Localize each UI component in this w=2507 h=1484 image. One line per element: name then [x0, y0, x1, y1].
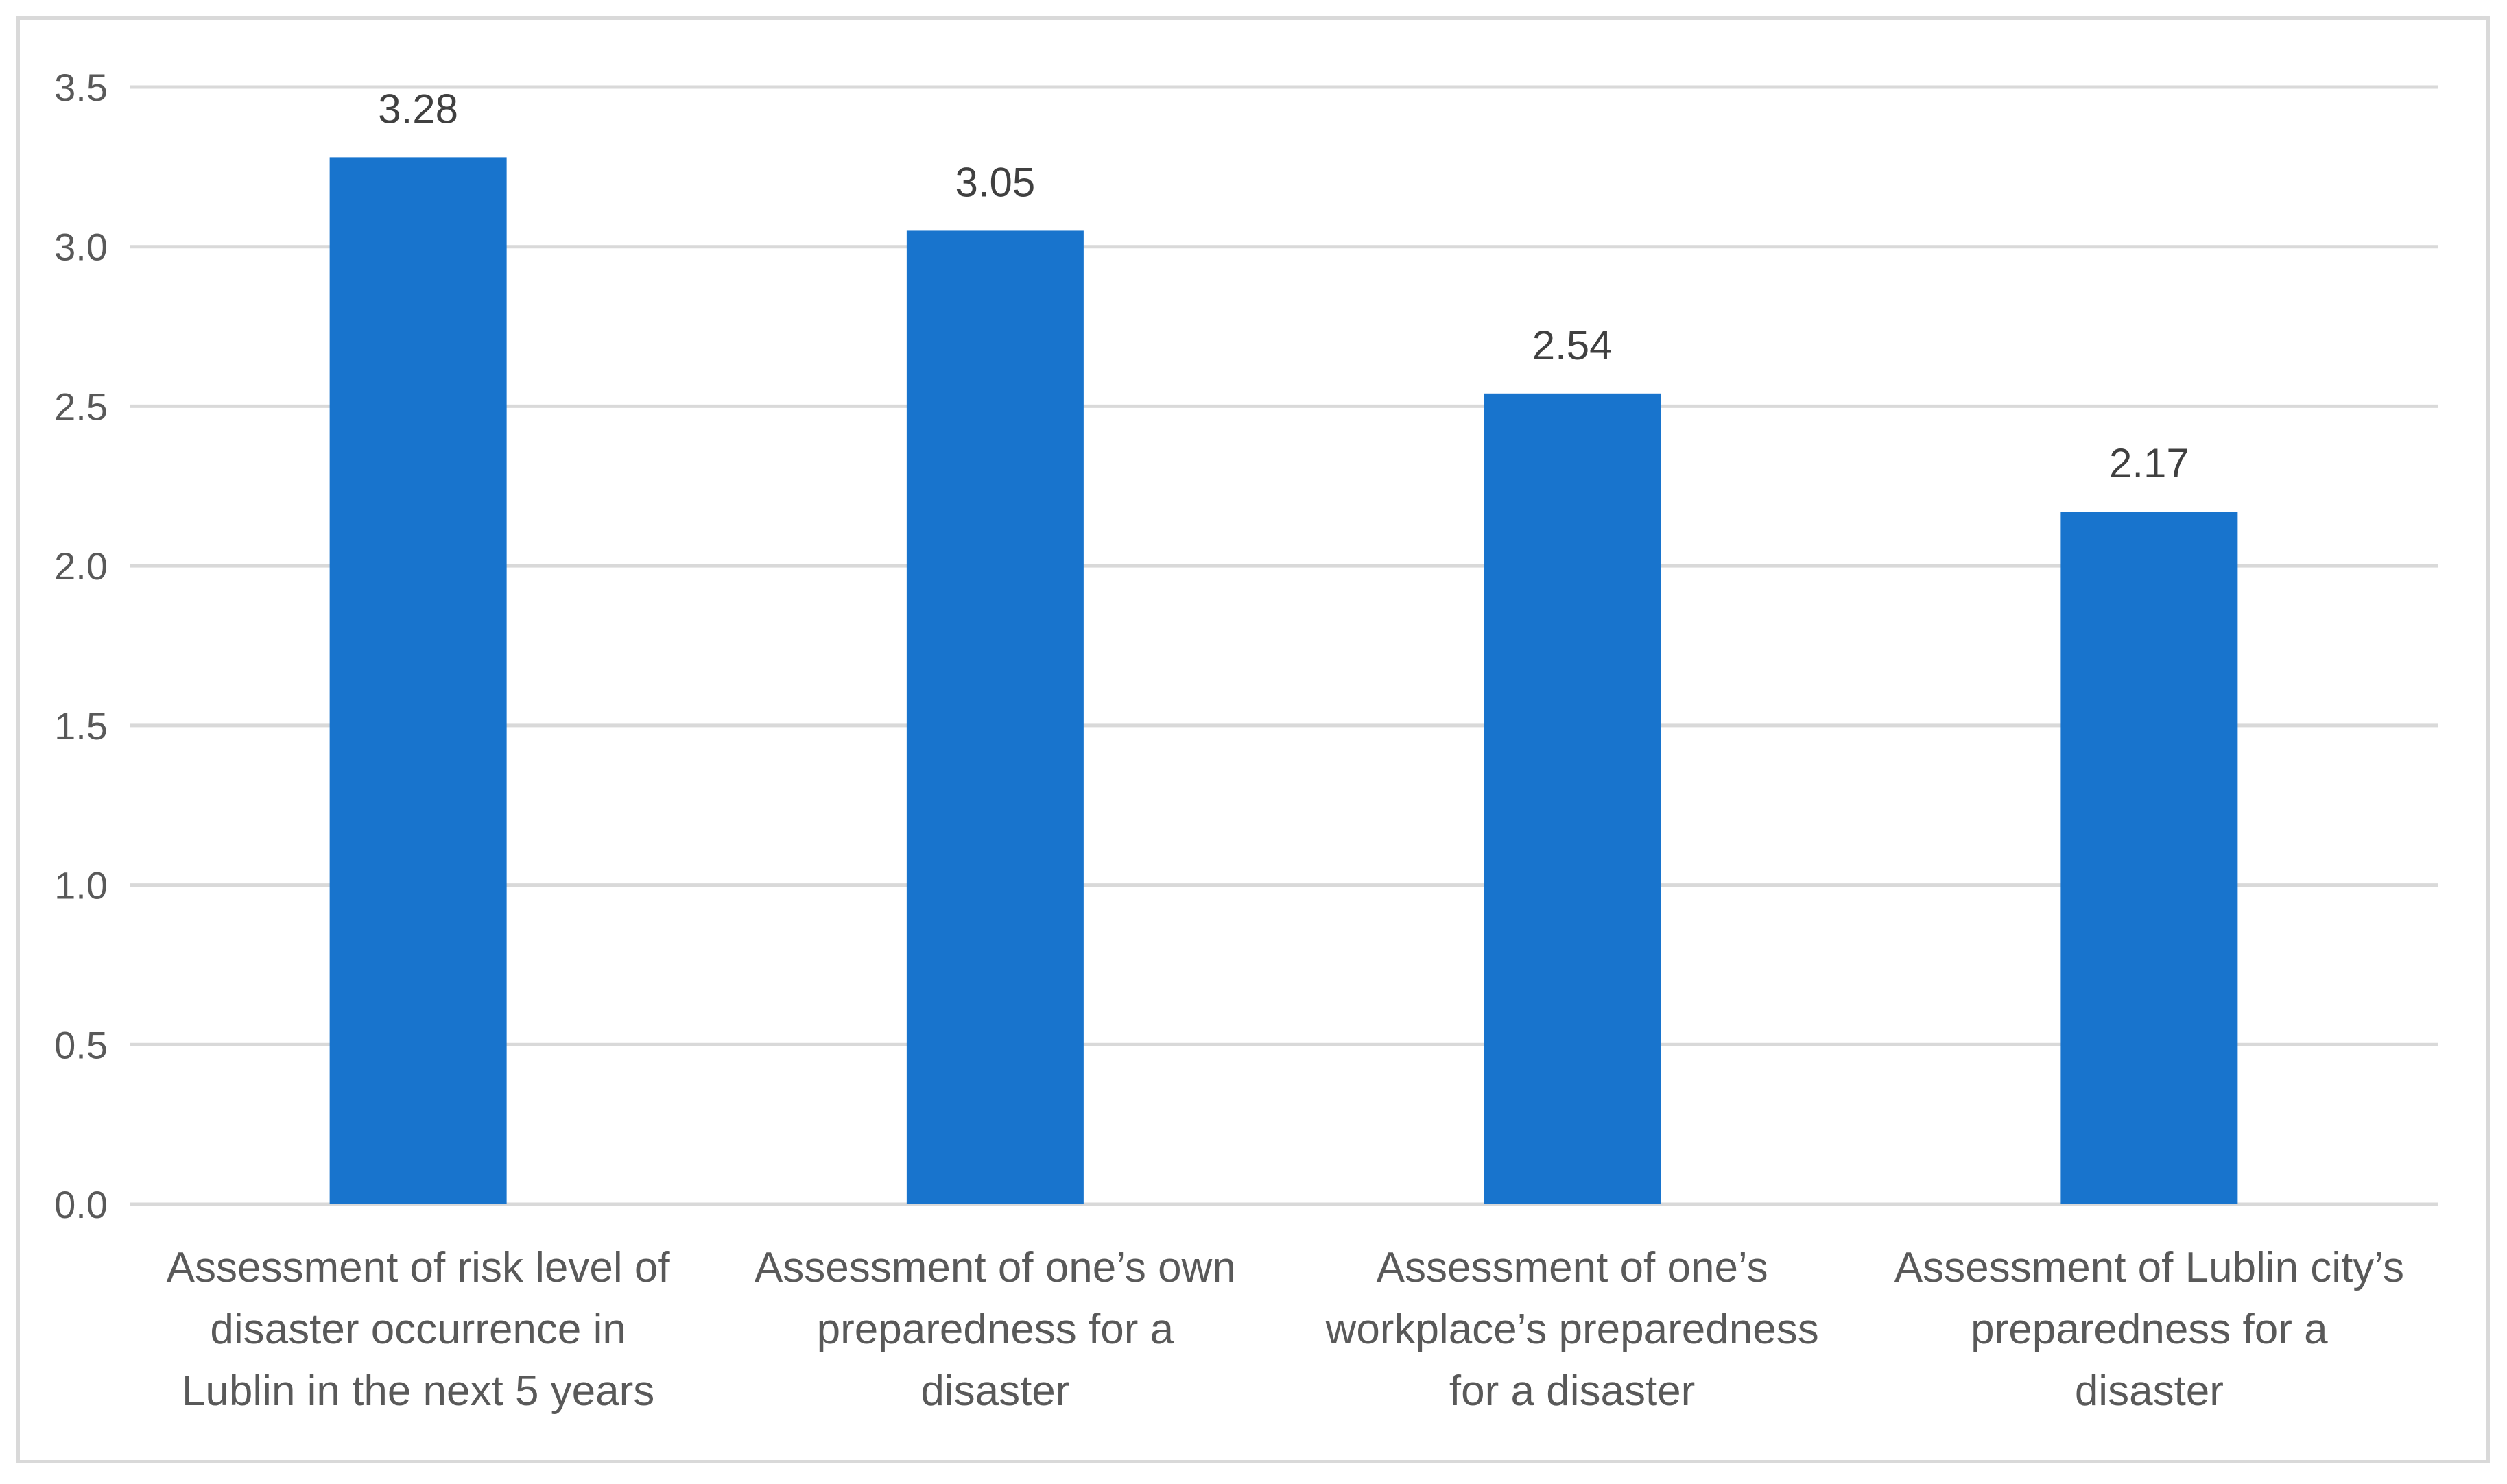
- y-tick-label: 3.0: [54, 226, 108, 269]
- data-label: 3.28: [378, 86, 458, 132]
- category-label: Assessment of one’s workplace’s preparedn…: [1325, 1244, 1819, 1415]
- data-labels: 3.28 3.05 2.54 2.17: [378, 86, 2189, 486]
- y-tick-label: 2.0: [54, 544, 108, 588]
- bar: [1484, 393, 1661, 1204]
- y-tick-label: 1.0: [54, 864, 108, 907]
- category-label: Assessment of risk level of disaster occu…: [167, 1244, 671, 1415]
- category-label-line: disaster: [920, 1367, 1069, 1415]
- category-label-line: for a disaster: [1449, 1367, 1695, 1415]
- y-tick-label: 3.5: [54, 66, 108, 109]
- category-label-line: workplace’s preparedness: [1325, 1306, 1819, 1353]
- category-label-line: Assessment of one’s: [1377, 1244, 1768, 1291]
- gridlines: [130, 85, 2438, 1206]
- y-tick-label: 2.5: [54, 385, 108, 428]
- bar-chart: 0.0 0.5 1.0 1.5 2.0 2.5 3.0 3.5 3.28 3.05 2.54 2.1…: [54, 66, 2438, 1415]
- category-label: Assessment of one’s own preparedness for …: [755, 1244, 1236, 1415]
- category-label-line: preparedness for a: [817, 1306, 1174, 1353]
- bars: [329, 157, 2238, 1204]
- category-label-line: Assessment of Lublin city’s: [1894, 1244, 2404, 1291]
- y-tick-label: 0.5: [54, 1023, 108, 1066]
- y-tick-label: 1.5: [54, 704, 108, 747]
- data-label: 2.54: [1532, 322, 1613, 368]
- category-label-line: Assessment of one’s own: [755, 1244, 1236, 1291]
- data-label: 2.17: [2109, 440, 2189, 486]
- chart-frame: 0.0 0.5 1.0 1.5 2.0 2.5 3.0 3.5 3.28 3.05 2.54 2.1…: [16, 16, 2490, 1463]
- category-label-line: disaster: [2075, 1367, 2224, 1415]
- category-label-line: preparedness for a: [1971, 1306, 2328, 1353]
- data-label: 3.05: [955, 159, 1035, 205]
- y-tick-label: 0.0: [54, 1183, 108, 1226]
- category-label-line: Assessment of risk level of: [167, 1244, 671, 1291]
- category-label-line: Lublin in the next 5 years: [182, 1367, 654, 1415]
- category-label-line: disaster occurrence in: [210, 1306, 626, 1353]
- bar: [2060, 512, 2238, 1204]
- y-axis-ticks: 0.0 0.5 1.0 1.5 2.0 2.5 3.0 3.5: [54, 66, 108, 1226]
- x-axis-categories: Assessment of risk level of disaster occu…: [167, 1244, 2404, 1415]
- bar: [329, 157, 507, 1204]
- bar: [906, 230, 1084, 1204]
- category-label: Assessment of Lublin city’s preparedness …: [1894, 1244, 2404, 1415]
